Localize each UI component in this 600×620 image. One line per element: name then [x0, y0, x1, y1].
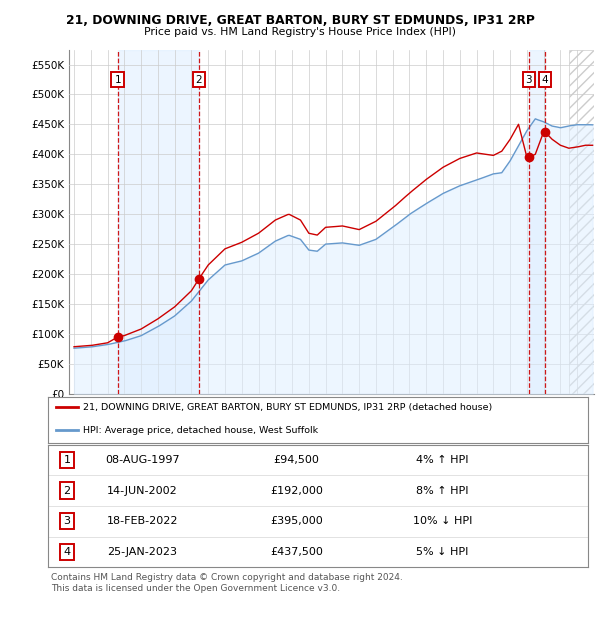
Text: £94,500: £94,500 [274, 455, 319, 465]
Text: Contains HM Land Registry data © Crown copyright and database right 2024.
This d: Contains HM Land Registry data © Crown c… [51, 574, 403, 593]
Bar [569, 50, 600, 394]
Text: 4% ↑ HPI: 4% ↑ HPI [416, 455, 469, 465]
Text: 14-JUN-2002: 14-JUN-2002 [107, 485, 178, 495]
Text: £437,500: £437,500 [270, 547, 323, 557]
Text: 3: 3 [526, 74, 532, 84]
Text: 4: 4 [542, 74, 548, 84]
Text: HPI: Average price, detached house, West Suffolk: HPI: Average price, detached house, West… [83, 426, 318, 435]
Text: 8% ↑ HPI: 8% ↑ HPI [416, 485, 469, 495]
Text: 08-AUG-1997: 08-AUG-1997 [105, 455, 180, 465]
Text: £192,000: £192,000 [270, 485, 323, 495]
Bar [569, 50, 600, 394]
Text: 21, DOWNING DRIVE, GREAT BARTON, BURY ST EDMUNDS, IP31 2RP: 21, DOWNING DRIVE, GREAT BARTON, BURY ST… [65, 14, 535, 27]
Text: Price paid vs. HM Land Registry's House Price Index (HPI): Price paid vs. HM Land Registry's House … [144, 27, 456, 37]
Text: 21, DOWNING DRIVE, GREAT BARTON, BURY ST EDMUNDS, IP31 2RP (detached house): 21, DOWNING DRIVE, GREAT BARTON, BURY ST… [83, 403, 493, 412]
Text: £395,000: £395,000 [270, 516, 323, 526]
Text: 3: 3 [64, 516, 70, 526]
Text: 2: 2 [196, 74, 202, 84]
Bar [529, 50, 545, 394]
Text: 5% ↓ HPI: 5% ↓ HPI [416, 547, 469, 557]
Text: 25-JAN-2023: 25-JAN-2023 [107, 547, 178, 557]
Text: 2: 2 [64, 485, 70, 495]
Text: 4: 4 [64, 547, 70, 557]
Text: 10% ↓ HPI: 10% ↓ HPI [413, 516, 472, 526]
Text: 1: 1 [64, 455, 70, 465]
Text: 18-FEB-2022: 18-FEB-2022 [107, 516, 178, 526]
Text: 1: 1 [115, 74, 121, 84]
Bar [118, 50, 199, 394]
